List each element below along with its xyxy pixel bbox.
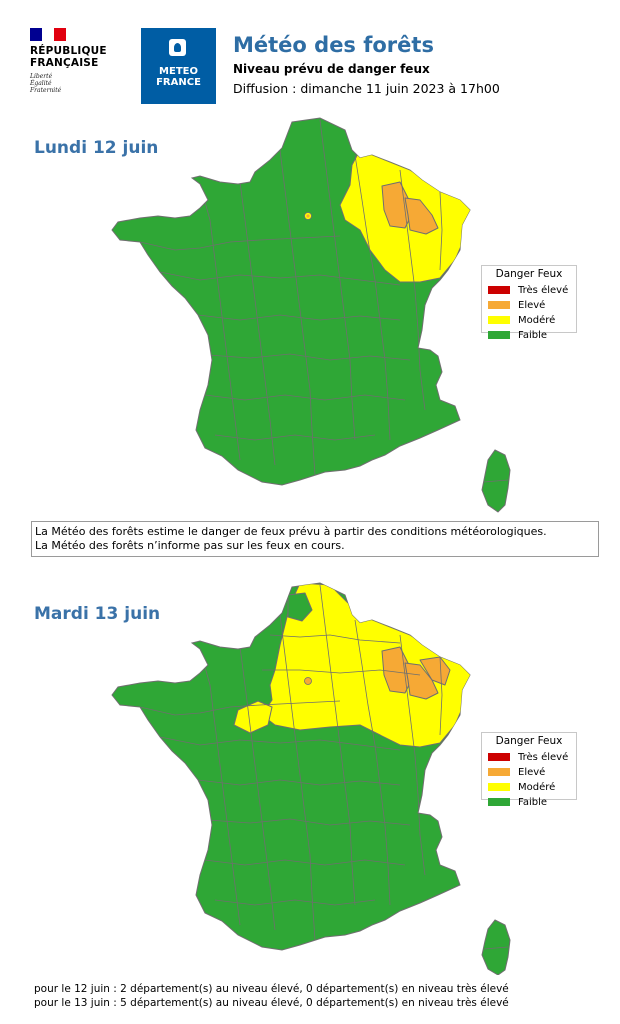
meteo-france-glyph-icon: [169, 39, 186, 56]
day-title-monday: Lundi 12 juin: [34, 138, 159, 158]
danger-map-monday: [111, 117, 511, 513]
legend-label-modere: Modéré: [518, 781, 556, 793]
legend-label-faible: Faible: [518, 329, 548, 341]
legend-label-tres-eleve: Très élevé: [518, 751, 569, 763]
legend-title: Danger Feux: [495, 268, 563, 280]
swatch-tres-eleve: [488, 753, 510, 761]
region-eleve-meurthe: [404, 197, 439, 235]
meteo-france-line-1: METEO: [159, 66, 198, 77]
legend-tuesday: Danger Feux Très élevé Elevé Modéré Faib…: [481, 732, 577, 808]
region-faible-pas-de-calais: [287, 592, 313, 622]
info-line-2: La Météo des forêts n’informe pas sur le…: [35, 539, 345, 552]
paris-eleve: [304, 677, 312, 685]
corsica-border: [483, 479, 509, 483]
legend-monday: Danger Feux Très élevé Elevé Modéré Faib…: [481, 265, 577, 341]
diffusion-date: Diffusion : dimanche 11 juin 2023 à 17h0…: [233, 81, 500, 96]
region-eleve-meurthe: [404, 662, 439, 700]
swatch-modere: [488, 783, 510, 791]
republique-francaise-logo: RÉPUBLIQUE FRANÇAISE Liberté Égalité Fra…: [30, 28, 130, 94]
legend-label-tres-eleve: Très élevé: [518, 284, 569, 296]
swatch-faible: [488, 798, 510, 806]
summary-line-13-juin: pour le 13 juin : 5 département(s) au ni…: [34, 997, 509, 1009]
motto-egalite: Égalité: [30, 80, 52, 87]
summary-line-12-juin: pour le 12 juin : 2 département(s) au ni…: [34, 983, 509, 995]
region-modere-sarthe: [233, 700, 273, 734]
french-flag-icon: [30, 28, 66, 41]
meteo-france-line-2: FRANCE: [156, 77, 201, 88]
paris-eleve: [306, 214, 310, 218]
region-eleve-vosges: [419, 656, 451, 686]
department-borders: [139, 119, 443, 476]
legend-label-faible: Faible: [518, 796, 548, 808]
meteo-france-logo: METEO FRANCE: [141, 28, 216, 104]
republique-line-2: FRANÇAISE: [30, 57, 99, 69]
motto-fraternite: Fraternité: [30, 87, 62, 94]
info-box: La Météo des forêts estime le danger de …: [31, 521, 599, 557]
danger-map-tuesday: [111, 582, 511, 975]
legend-title: Danger Feux: [495, 735, 563, 747]
page-title: Météo des forêts: [233, 33, 434, 57]
legend-label-eleve: Elevé: [518, 299, 546, 311]
motto-liberte: Liberté: [30, 73, 53, 80]
swatch-faible: [488, 331, 510, 339]
corsica: [481, 919, 511, 975]
republique-line-1: RÉPUBLIQUE: [30, 45, 107, 57]
swatch-tres-eleve: [488, 286, 510, 294]
swatch-eleve: [488, 768, 510, 776]
info-line-1: La Météo des forêts estime le danger de …: [35, 525, 547, 538]
swatch-eleve: [488, 301, 510, 309]
corsica-border: [483, 946, 509, 950]
page-header: RÉPUBLIQUE FRANÇAISE Liberté Égalité Fra…: [0, 0, 620, 112]
department-borders: [139, 584, 443, 941]
swatch-modere: [488, 316, 510, 324]
page-subtitle: Niveau prévu de danger feux: [233, 62, 430, 76]
legend-label-eleve: Elevé: [518, 766, 546, 778]
legend-label-modere: Modéré: [518, 314, 556, 326]
france-mainland: [111, 117, 471, 486]
day-title-tuesday: Mardi 13 juin: [34, 604, 161, 624]
summary-footer: pour le 12 juin : 2 département(s) au ni…: [34, 982, 509, 1010]
